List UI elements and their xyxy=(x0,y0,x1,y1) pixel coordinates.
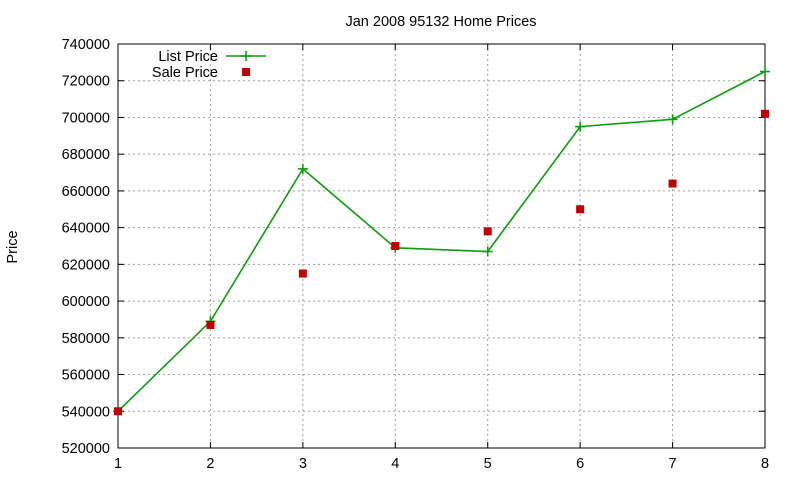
legend-symbol-sale-price xyxy=(242,68,250,76)
y-tick-label: 680000 xyxy=(62,147,110,163)
y-tick-label: 600000 xyxy=(62,294,110,310)
chart-title: Jan 2008 95132 Home Prices xyxy=(345,14,536,30)
data-point-sale-price xyxy=(483,227,492,236)
x-tick-label: 4 xyxy=(391,456,399,472)
data-point-sale-price xyxy=(298,269,307,278)
data-point-list-price xyxy=(760,66,770,77)
data-point-list-price xyxy=(297,163,308,174)
series-layer xyxy=(113,66,770,417)
y-tick-label: 580000 xyxy=(62,331,110,347)
legend: List Price Sale Price xyxy=(152,49,266,81)
grid-lines xyxy=(118,44,765,448)
y-tick-label: 720000 xyxy=(62,74,110,90)
legend-marker-sale-price xyxy=(242,68,250,76)
legend-marker-list-price xyxy=(241,51,251,61)
data-point-sale-price xyxy=(761,109,769,118)
y-tick-label: 700000 xyxy=(62,110,110,126)
x-tick-label: 2 xyxy=(206,456,214,472)
series-line-list-price xyxy=(117,70,766,412)
data-point-list-price xyxy=(482,246,493,257)
data-point-list-price xyxy=(575,121,586,132)
data-point-sale-price xyxy=(391,242,400,250)
y-axis-label: Price xyxy=(5,230,21,263)
y-tick-label: 520000 xyxy=(62,441,110,457)
x-tick-label: 1 xyxy=(114,456,122,472)
y-tick-label: 560000 xyxy=(62,368,110,384)
legend-label-sale-price: Sale Price xyxy=(152,65,218,81)
y-tick-label: 540000 xyxy=(62,404,110,420)
data-point-list-price xyxy=(667,114,678,125)
axis-ticks: 520000 540000 560000 580000 600000 620000 6400… xyxy=(62,37,769,472)
y-tick-label: 640000 xyxy=(62,221,110,237)
plot-frame xyxy=(117,43,766,449)
x-tick-label: 6 xyxy=(576,456,584,472)
legend-symbol-list-price xyxy=(226,51,266,61)
data-point-sale-price xyxy=(206,320,215,329)
y-tick-label: 740000 xyxy=(62,37,110,53)
data-point-sale-price xyxy=(114,407,122,416)
data-point-sale-price xyxy=(668,179,677,188)
x-tick-label: 5 xyxy=(484,456,492,472)
y-tick-label: 620000 xyxy=(62,257,110,273)
x-tick-label: 3 xyxy=(299,456,307,472)
data-point-sale-price xyxy=(576,205,585,214)
legend-label-list-price: List Price xyxy=(158,49,218,65)
y-tick-label: 660000 xyxy=(62,184,110,200)
x-tick-label: 7 xyxy=(669,456,677,472)
x-tick-label: 8 xyxy=(761,456,769,472)
